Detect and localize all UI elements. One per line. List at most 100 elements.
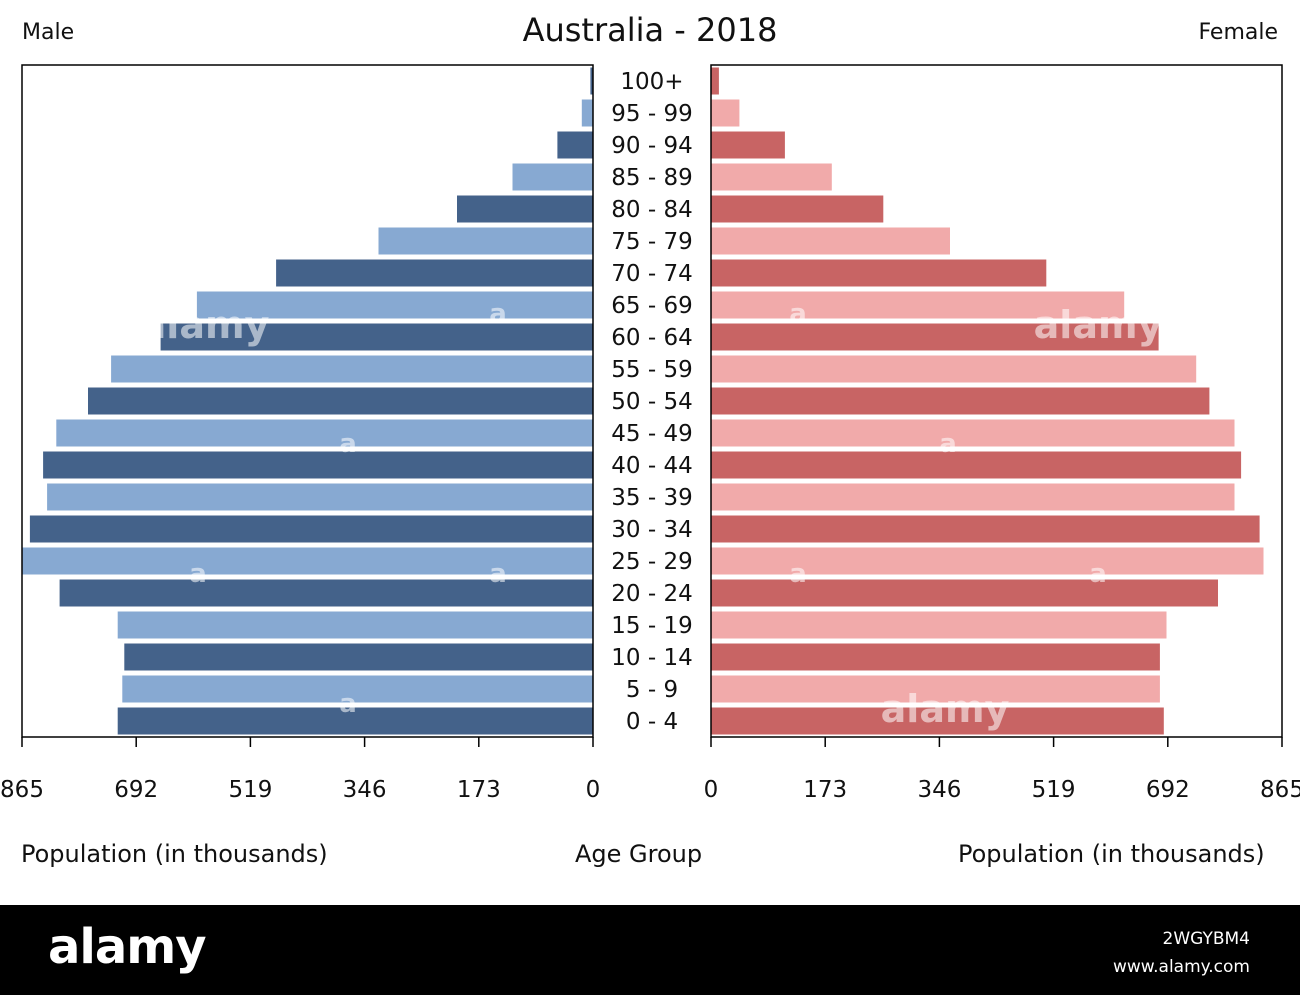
bars-layer [22,67,1264,735]
male-bar-0-4 [117,707,593,735]
female-bar-80-84 [711,195,884,223]
male-bar-75-79 [378,227,593,255]
center-axis-title: Age Group [575,840,703,868]
male-panel-frame [21,64,594,738]
age-group-label: 65 - 69 [611,293,692,319]
male-bar-65-69 [196,291,593,319]
male-bar-40-44 [43,451,594,479]
watermark-overlay: a a a a a a a a a alamy alamy alamy [141,299,1163,731]
watermark-mark: a [339,429,357,459]
population-pyramid-chart: 100+ 95 - 99 90 - 94 85 - 89 80 - 84 75 - 79 7… [0,64,1300,803]
male-bar-95-99 [581,99,593,127]
watermark-logo-overlay: alamy [1034,303,1163,347]
female-tick-label: 865 [1260,777,1300,803]
axes-frame [21,64,1283,747]
male-tick-label: 0 [586,777,601,803]
watermark-logo-overlay: alamy [881,687,1010,731]
age-group-label: 60 - 64 [611,325,692,351]
watermark-mark: a [939,429,957,459]
female-bar-85-89 [711,163,832,191]
age-group-label: 95 - 99 [611,101,692,127]
labels-layer: 100+ 95 - 99 90 - 94 85 - 89 80 - 84 75 - 79 7… [0,69,1300,803]
age-group-label: 15 - 19 [611,613,692,639]
watermark-mark: a [789,299,807,329]
male-bar-45-49 [56,419,594,447]
male-bar-85-89 [512,163,593,191]
male-bar-60-64 [160,323,593,351]
female-bar-25-29 [711,547,1264,575]
female-tick-label: 692 [1146,777,1190,803]
female-bar-5-9 [711,675,1160,703]
watermark-mark: a [789,559,807,589]
male-tick-label: 519 [228,777,272,803]
right-axis-title: Population (in thousands) [958,840,1265,868]
watermark-mark: a [489,299,507,329]
age-group-label: 35 - 39 [611,485,692,511]
age-group-label: 85 - 89 [611,165,692,191]
female-bar-90-94 [711,131,785,159]
female-bar-30-34 [711,515,1260,543]
female-bar-60-64 [711,323,1159,351]
age-group-label: 5 - 9 [626,677,678,703]
age-group-label: 40 - 44 [611,453,692,479]
chart-title: Australia - 2018 [522,11,778,49]
male-tick-label: 346 [343,777,387,803]
male-bar-15-19 [117,611,593,639]
watermark-mark: a [489,559,507,589]
watermark-mark: a [339,689,357,719]
female-bar-50-54 [711,387,1210,415]
male-bar-70-74 [276,259,593,287]
female-bar-75-79 [711,227,950,255]
female-bar-15-19 [711,611,1167,639]
age-group-label: 0 - 4 [626,709,678,735]
watermark-logo-overlay: alamy [141,303,270,347]
male-tick-label: 865 [0,777,44,803]
female-tick-label: 519 [1032,777,1076,803]
female-bar-40-44 [711,451,1242,479]
age-group-label: 90 - 94 [611,133,692,159]
age-group-label: 100+ [620,69,683,95]
female-tick-label: 0 [704,777,719,803]
female-tick-label: 346 [917,777,961,803]
age-group-label: 70 - 74 [611,261,692,287]
male-tick-label: 173 [457,777,501,803]
age-group-label: 25 - 29 [611,549,692,575]
female-bar-45-49 [711,419,1235,447]
male-tick-label: 692 [114,777,158,803]
age-group-label: 30 - 34 [611,517,692,543]
female-bar-70-74 [711,259,1047,287]
male-bar-20-24 [59,579,594,607]
site-url: www.alamy.com [1112,957,1250,977]
watermark-mark: a [189,559,207,589]
female-bar-55-59 [711,355,1197,383]
male-bar-25-29 [22,547,593,575]
male-bar-10-14 [124,643,594,671]
female-bar-20-24 [711,579,1218,607]
female-bar-65-69 [711,291,1125,319]
male-bar-100plus [590,67,593,95]
left-axis-title: Population (in thousands) [21,840,328,868]
female-bar-100plus [711,67,719,95]
female-bar-95-99 [711,99,740,127]
male-bar-50-54 [88,387,593,415]
male-bar-5-9 [122,675,594,703]
female-bar-35-39 [711,483,1235,511]
female-bar-0-4 [711,707,1164,735]
male-label: Male [22,20,75,45]
age-group-label: 55 - 59 [611,357,692,383]
age-group-label: 75 - 79 [611,229,692,255]
male-bar-35-39 [47,483,594,511]
age-group-label: 80 - 84 [611,197,692,223]
image-id: 2WGYBM4 [1162,929,1250,949]
watermark-mark: a [1089,559,1107,589]
watermark-strip: alamy 2WGYBM4 www.alamy.com [0,905,1300,995]
male-bar-80-84 [457,195,593,223]
male-bar-90-94 [557,131,593,159]
alamy-logo: alamy [48,919,207,975]
age-group-label: 50 - 54 [611,389,692,415]
age-group-label: 45 - 49 [611,421,692,447]
female-panel-frame [710,64,1283,738]
female-label: Female [1198,20,1278,45]
age-group-label: 10 - 14 [611,645,692,671]
male-bar-30-34 [29,515,593,543]
